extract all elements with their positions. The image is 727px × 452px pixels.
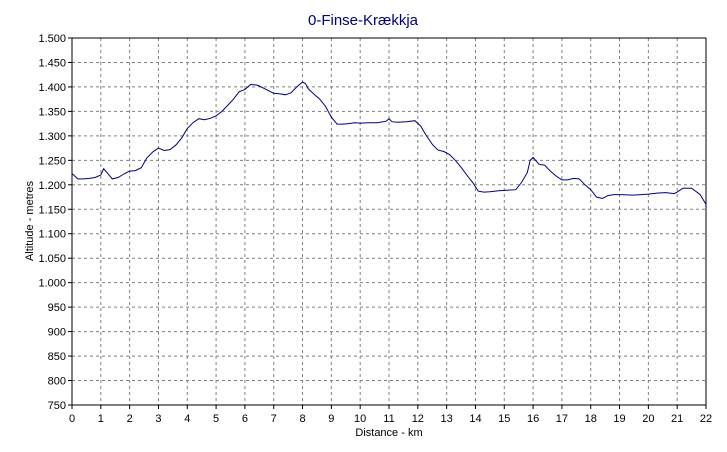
y-axis-ticks: 750 800 850 900 950 1.000 1.050 1.100 1.150 1.200… bbox=[38, 33, 72, 412]
x-tick-label: 12 bbox=[412, 413, 424, 425]
y-tick-label: 1.000 bbox=[38, 278, 66, 290]
altitude-series-line bbox=[71, 81, 707, 205]
y-tick-label: 1.300 bbox=[38, 131, 66, 143]
y-tick-label: 1.200 bbox=[38, 180, 66, 192]
y-tick-label: 950 bbox=[48, 302, 66, 314]
x-tick-label: 8 bbox=[299, 413, 305, 425]
x-tick-label: 14 bbox=[469, 413, 481, 425]
x-axis-ticks: 0 1 2 3 4 5 6 7 8 9 10 11 12 13 14 15 16 17 18 19 20 21 22 bbox=[69, 405, 712, 425]
x-tick-label: 3 bbox=[155, 413, 161, 425]
x-tick-label: 1 bbox=[98, 413, 104, 425]
x-tick-label: 22 bbox=[700, 413, 712, 425]
x-tick-label: 9 bbox=[328, 413, 334, 425]
x-tick-label: 21 bbox=[671, 413, 683, 425]
y-tick-label: 1.400 bbox=[38, 82, 66, 94]
y-tick-label: 1.050 bbox=[38, 253, 66, 265]
y-tick-label: 1.100 bbox=[38, 229, 66, 241]
chart-title: 0-Finse-Krækkja bbox=[308, 12, 419, 29]
x-tick-label: 20 bbox=[642, 413, 654, 425]
y-tick-label: 750 bbox=[48, 400, 66, 412]
y-tick-label: 1.450 bbox=[38, 57, 66, 69]
x-tick-label: 4 bbox=[184, 413, 190, 425]
x-tick-label: 16 bbox=[527, 413, 539, 425]
x-tick-label: 6 bbox=[242, 413, 248, 425]
x-axis-title: Distance - km bbox=[355, 427, 422, 439]
y-tick-label: 800 bbox=[48, 376, 66, 388]
y-tick-label: 1.500 bbox=[38, 33, 66, 45]
x-tick-label: 7 bbox=[271, 413, 277, 425]
y-tick-label: 850 bbox=[48, 351, 66, 363]
y-tick-label: 1.350 bbox=[38, 106, 66, 118]
x-tick-label: 15 bbox=[498, 413, 510, 425]
y-tick-label: 900 bbox=[48, 327, 66, 339]
y-tick-label: 1.250 bbox=[38, 155, 66, 167]
y-axis-title: Altitude - metres bbox=[24, 180, 36, 261]
x-tick-label: 19 bbox=[613, 413, 625, 425]
x-tick-label: 13 bbox=[441, 413, 453, 425]
x-tick-label: 10 bbox=[354, 413, 366, 425]
x-tick-label: 17 bbox=[556, 413, 568, 425]
y-tick-label: 1.150 bbox=[38, 204, 66, 216]
gridlines bbox=[72, 38, 706, 405]
x-tick-label: 11 bbox=[383, 413, 394, 425]
x-tick-label: 5 bbox=[213, 413, 219, 425]
x-tick-label: 0 bbox=[69, 413, 75, 425]
x-tick-label: 18 bbox=[585, 413, 597, 425]
x-tick-label: 2 bbox=[127, 413, 133, 425]
